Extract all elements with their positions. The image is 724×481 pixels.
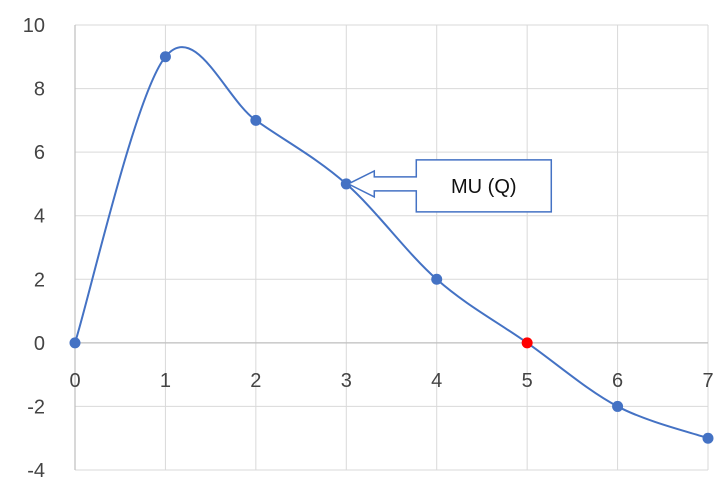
data-point [431, 273, 443, 285]
y-tick-labels: 10 8 6 4 2 0 -2 -4 [23, 15, 45, 481]
axes [74, 25, 708, 470]
y-tick-label: -2 [27, 396, 45, 418]
y-tick-label: 0 [34, 333, 45, 355]
y-tick-label: 4 [34, 206, 45, 228]
x-tick-label: 3 [341, 370, 352, 392]
x-tick-label: 0 [69, 370, 80, 392]
callout-arrow-shape [346, 159, 553, 213]
x-tick-label: 5 [522, 370, 533, 392]
data-point-highlighted [521, 337, 533, 349]
annotation-label: MU (Q) [451, 176, 517, 198]
x-tick-label: 2 [250, 370, 261, 392]
data-point [702, 432, 714, 444]
x-tick-label: 7 [702, 370, 713, 392]
y-tick-label: 10 [23, 15, 45, 37]
data-point [340, 178, 352, 190]
x-tick-labels: 0 1 2 3 4 5 6 7 [69, 370, 713, 392]
x-tick-label: 4 [431, 370, 442, 392]
y-tick-label: -4 [27, 460, 45, 481]
data-points [69, 51, 714, 444]
data-point [69, 337, 81, 349]
x-tick-label: 6 [612, 370, 623, 392]
y-tick-label: 8 [34, 79, 45, 101]
y-tick-label: 6 [34, 142, 45, 164]
data-point [159, 51, 171, 63]
data-point [612, 400, 624, 412]
x-tick-label: 1 [160, 370, 171, 392]
annotation-callout: MU (Q) [346, 159, 553, 213]
y-tick-label: 2 [34, 269, 45, 291]
data-point [250, 114, 262, 126]
